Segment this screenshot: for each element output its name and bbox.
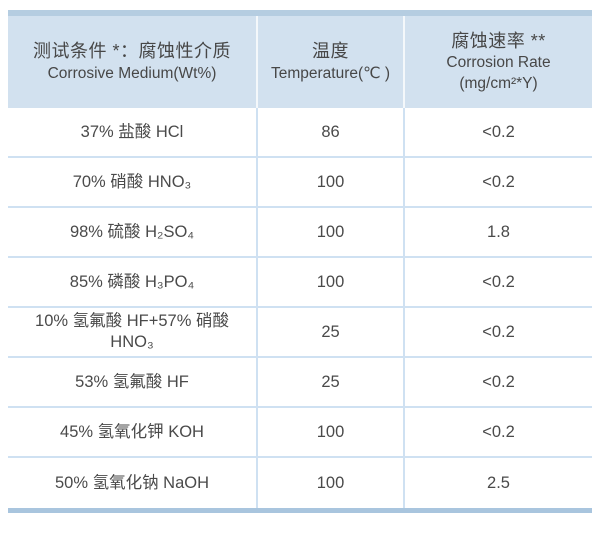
header-temperature-en: Temperature(℃ ) (270, 64, 391, 82)
table-row: 98% 硫酸 H₂SO₄ 100 1.8 (8, 208, 592, 258)
header-temperature-zh: 温度 (312, 41, 349, 62)
cell-medium: 37% 盐酸 HCl (8, 108, 258, 156)
cell-rate: <0.2 (482, 372, 515, 391)
cell-temperature: 100 (258, 408, 405, 456)
header-corrosion-rate-en: Corrosion Rate (446, 54, 551, 72)
table-row: 10% 氢氟酸 HF+57% 硝酸 HNO₃ 25 <0.2 (8, 308, 592, 358)
cell-temperature: 86 (258, 108, 405, 156)
cell-medium: 50% 氢氧化钠 NaOH (8, 458, 258, 508)
header-corrosion-rate-unit: (mg/cm²*Y) (459, 75, 538, 93)
cell-temperature: 100 (258, 208, 405, 256)
header-corrosive-medium: 测试条件 *：腐蚀性介质 Corrosive Medium(Wt%) (8, 16, 258, 108)
cell-temperature: 25 (258, 308, 405, 356)
table-row: 50% 氢氧化钠 NaOH 100 2.5 (8, 458, 592, 508)
cell-rate: 1.8 (487, 222, 510, 241)
cell-rate: 2.5 (487, 473, 510, 492)
header-corrosive-medium-zh: 测试条件 *：腐蚀性介质 (32, 41, 231, 62)
header-corrosion-rate: 腐蚀速率 ** Corrosion Rate (mg/cm²*Y) (405, 16, 592, 108)
cell-temperature: 25 (258, 358, 405, 406)
table-row: 85% 磷酸 H₃PO₄ 100 <0.2 (8, 258, 592, 308)
table-row: 70% 硝酸 HNO₃ 100 <0.2 (8, 158, 592, 208)
cell-medium: 85% 磷酸 H₃PO₄ (8, 258, 258, 306)
cell-medium: 70% 硝酸 HNO₃ (8, 158, 258, 206)
cell-temperature: 100 (258, 158, 405, 206)
cell-rate: <0.2 (482, 172, 515, 191)
header-temperature: 温度 Temperature(℃ ) (258, 16, 405, 108)
cell-temperature: 100 (258, 258, 405, 306)
cell-medium: 45% 氢氧化钾 KOH (8, 408, 258, 456)
header-corrosive-medium-en: Corrosive Medium(Wt%) (47, 64, 217, 82)
corrosion-spec-table: 测试条件 *：腐蚀性介质 Corrosive Medium(Wt%) 温度 Te… (8, 10, 592, 513)
cell-rate: <0.2 (482, 272, 515, 291)
table-row: 37% 盐酸 HCl 86 <0.2 (8, 108, 592, 158)
header-corrosion-rate-zh: 腐蚀速率 ** (451, 30, 546, 51)
cell-rate: <0.2 (482, 122, 515, 141)
cell-medium: 53% 氢氟酸 HF (8, 358, 258, 406)
cell-rate: <0.2 (482, 322, 515, 341)
table-row: 53% 氢氟酸 HF 25 <0.2 (8, 358, 592, 408)
cell-temperature: 100 (258, 458, 405, 508)
cell-medium: 98% 硫酸 H₂SO₄ (8, 208, 258, 256)
table-header: 测试条件 *：腐蚀性介质 Corrosive Medium(Wt%) 温度 Te… (8, 10, 592, 108)
table-body: 37% 盐酸 HCl 86 <0.2 70% 硝酸 HNO₃ 100 <0.2 … (8, 108, 592, 513)
table-row: 45% 氢氧化钾 KOH 100 <0.2 (8, 408, 592, 458)
cell-medium: 10% 氢氟酸 HF+57% 硝酸 HNO₃ (8, 308, 258, 356)
cell-rate: <0.2 (482, 422, 515, 441)
